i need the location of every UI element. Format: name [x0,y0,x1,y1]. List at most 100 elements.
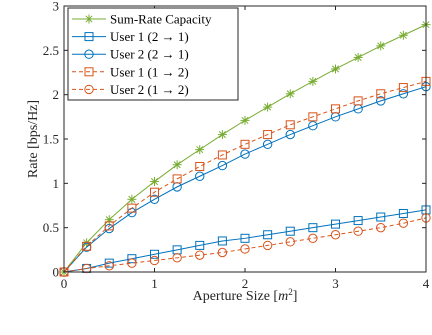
series-4-point [240,139,250,149]
series-5-point [398,218,409,228]
series-4 [59,76,431,277]
series-2-point [376,212,386,222]
series-1-point [376,41,386,51]
x-axis-label-close: ] [293,289,298,304]
series-3-point [262,139,273,150]
series-4-point [331,104,340,114]
x-tick-label: 0 [61,276,68,291]
series-2-point [195,240,205,250]
y-tick-label: 0.5 [43,220,59,235]
series-1-point [217,130,227,140]
x-axis-label-var: m [278,289,288,304]
series-4-point [82,241,92,251]
legend-marker [84,14,94,24]
y-tick-label: 3 [53,0,60,14]
series-1-point [285,89,295,99]
legend-label: User 2 (2 → 1) [110,47,189,62]
x-axis-label-sup: 2 [288,287,293,297]
series-4-point [150,187,159,197]
series-5-point [376,222,386,233]
legend-entry-1: Sum-Rate Capacity [72,12,212,27]
series-2-point [331,219,340,229]
series-1-point [353,52,363,62]
series-1-point [104,215,114,225]
y-tick-label: 1.5 [43,132,59,147]
series-2-point [285,226,295,236]
x-tick-label: 2 [242,276,249,291]
legend-label: User 2 (1 → 2) [110,82,189,97]
series-1-point [331,64,340,74]
series-4-point [127,203,137,213]
ticks-layer: 0 1 2 3 4 0 0.5 1 1.5 2 2.5 3 [43,0,430,291]
series-4-line [63,80,427,273]
series-4-point [217,150,227,160]
series-5-point [262,240,273,251]
series-5-point [104,261,114,271]
series-4-point [195,161,205,171]
series-5-point [195,250,205,260]
x-axis-label-main: Aperture Size [ [193,289,279,304]
series-4-point [353,96,363,106]
legend-label: User 1 (1 → 2) [110,64,189,79]
series-1-point [308,76,318,86]
legend-entry-3: User 2 (2 → 1) [72,47,189,62]
x-tick-label: 3 [332,276,339,291]
series-1-point [150,177,159,187]
series-3-point [376,96,386,106]
series-3-point [398,89,409,99]
y-axis-label: Rate [bps/Hz] [26,100,41,178]
series-2-point [263,230,273,240]
x-axis-label: Aperture Size [m2] [193,287,298,304]
series-layer [59,20,431,277]
legend-label: Sum-Rate Capacity [110,12,212,27]
series-2-point [217,236,227,246]
series-2-point [104,258,114,268]
series-5-point [127,258,137,268]
series-5-point [172,253,182,263]
series-5-point [81,263,92,274]
legend-entry-4: User 1 (1 → 2) [72,64,189,79]
series-2-point [240,233,250,243]
legend-entry-2: User 1 (2 → 1) [72,29,189,44]
series-5-point [240,244,250,254]
series-5-point [285,237,295,247]
legend-label: User 1 (2 → 1) [110,29,189,44]
series-5-point [308,233,318,244]
series-5-point [330,230,341,240]
series-2-point [398,208,408,218]
series-1-point [195,145,205,155]
series-5-point [353,226,363,236]
series-5-line [63,217,427,273]
series-1-point [240,115,250,125]
series-3-point [240,149,250,159]
series-3-point [308,121,318,131]
series-1-point [398,30,408,40]
legend-marker [84,32,94,42]
series-2-point [150,249,159,259]
legend-marker [84,67,94,77]
legend-marker [84,49,94,59]
series-5-point [217,247,228,258]
series-3 [59,81,431,277]
series-5 [59,213,431,277]
series-2-line [63,209,427,273]
series-4-point [104,221,114,231]
y-tick-label: 0 [53,265,60,280]
series-2-point [127,254,137,264]
series-2-point [353,216,363,226]
series-3-point [149,194,160,204]
y-tick-label: 2 [53,87,60,102]
y-tick-label: 1 [53,176,60,191]
legend-marker [84,84,94,95]
series-1-point [172,160,182,170]
series-4-point [285,120,295,130]
series-1-point [263,102,273,112]
series-4-point [172,174,182,184]
series-3-point [285,129,295,140]
series-3-line [63,86,427,273]
series-3-point [195,171,205,181]
legend-entry-5: User 2 (1 → 2) [72,82,189,97]
series-4-point [376,89,386,99]
series-5-point [149,255,160,266]
y-tick-label: 2.5 [43,43,59,58]
